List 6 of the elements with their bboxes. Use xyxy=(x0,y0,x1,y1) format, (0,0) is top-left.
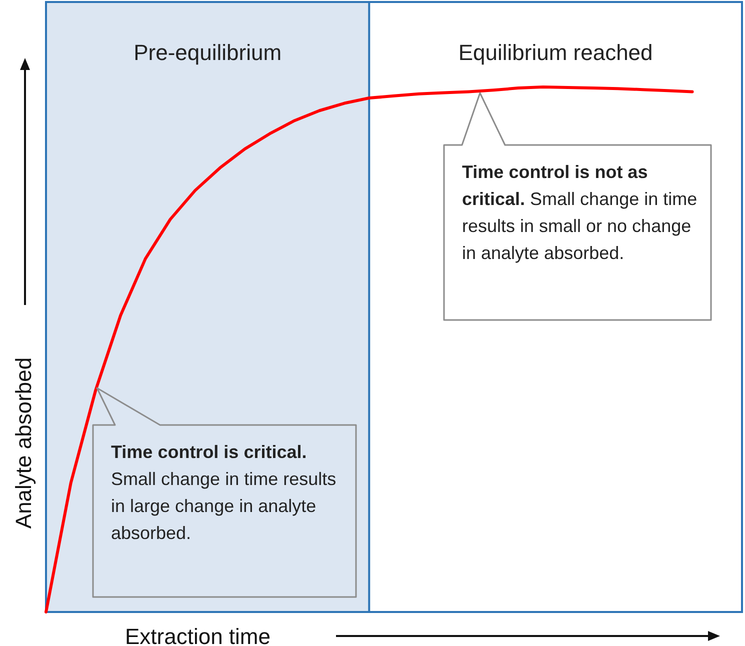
text: Pre-equilibrium xyxy=(134,40,282,65)
y-axis-title: Analyte absorbed xyxy=(11,357,36,529)
annotation: Time control is critical. Small change in time results in large change in analyte absorbed. xyxy=(111,441,338,545)
x-axis-title: Extraction time xyxy=(125,624,270,646)
text: Equilibrium reached xyxy=(458,40,653,65)
annotation: Time control is not as critical. Small change in time results in small or no change in analyte absorbed. xyxy=(462,161,698,265)
